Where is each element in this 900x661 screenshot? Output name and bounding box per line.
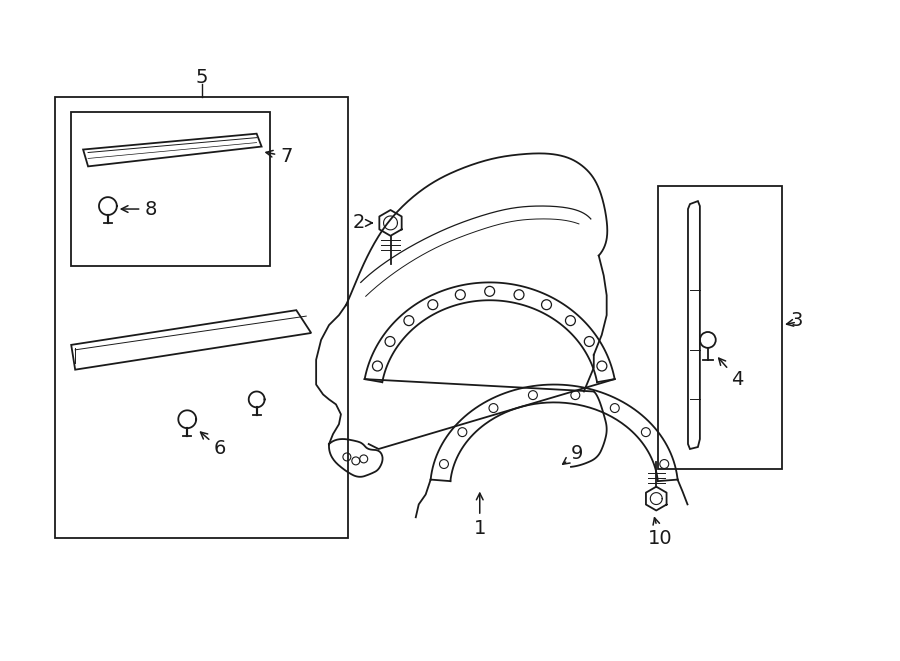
Bar [71, 112, 269, 266]
Bar [55, 97, 348, 538]
Text: 4: 4 [719, 358, 743, 389]
Text: 10: 10 [648, 518, 672, 548]
Text: 2: 2 [353, 214, 372, 233]
Text: 8: 8 [122, 200, 157, 219]
Text: 3: 3 [791, 311, 803, 330]
Text: 7: 7 [266, 147, 292, 166]
Text: 6: 6 [201, 432, 226, 459]
Text: 9: 9 [562, 444, 583, 464]
Bar [658, 186, 782, 469]
Text: 1: 1 [473, 493, 486, 538]
Text: 5: 5 [196, 67, 209, 87]
